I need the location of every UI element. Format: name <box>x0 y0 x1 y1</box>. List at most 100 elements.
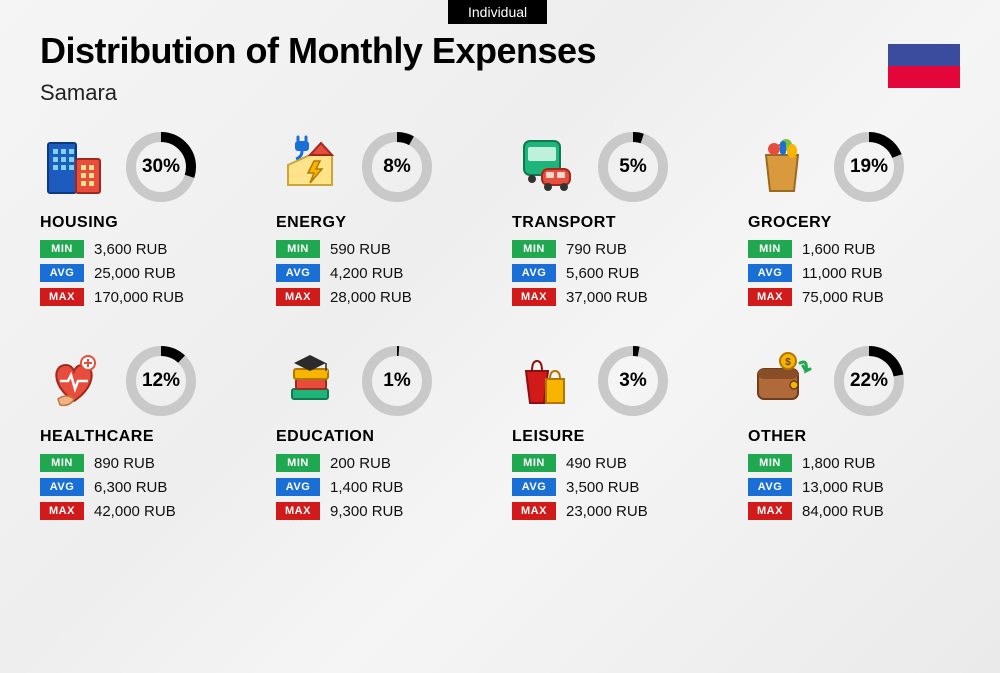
other-name: OTHER <box>748 428 960 446</box>
other-icon: $ <box>748 347 816 415</box>
other-donut: 22% <box>832 344 906 418</box>
other-min: 1,800 RUB <box>802 455 875 472</box>
min-badge: MIN <box>276 454 320 472</box>
leisure-percent: 3% <box>596 344 670 418</box>
other-percent: 22% <box>832 344 906 418</box>
card-grocery: 19% GROCERY MIN 1,600 RUB AVG 11,000 RUB… <box>748 130 960 312</box>
housing-icon <box>40 133 108 201</box>
transport-min: 790 RUB <box>566 241 627 258</box>
grocery-max: 75,000 RUB <box>802 289 884 306</box>
leisure-stats: MIN 490 RUB AVG 3,500 RUB MAX 23,000 RUB <box>512 454 724 520</box>
energy-min: 590 RUB <box>330 241 391 258</box>
flag-stripe-top <box>888 44 960 66</box>
card-leisure: 3% LEISURE MIN 490 RUB AVG 3,500 RUB MAX… <box>512 344 724 526</box>
housing-max: 170,000 RUB <box>94 289 184 306</box>
avg-badge: AVG <box>748 478 792 496</box>
grocery-icon <box>748 133 816 201</box>
education-icon <box>276 347 344 415</box>
other-max: 84,000 RUB <box>802 503 884 520</box>
education-stats: MIN 200 RUB AVG 1,400 RUB MAX 9,300 RUB <box>276 454 488 520</box>
min-badge: MIN <box>512 240 556 258</box>
housing-donut: 30% <box>124 130 198 204</box>
leisure-name: LEISURE <box>512 428 724 446</box>
card-energy: 8% ENERGY MIN 590 RUB AVG 4,200 RUB MAX … <box>276 130 488 312</box>
flag-stripe-bottom <box>888 66 960 88</box>
energy-max: 28,000 RUB <box>330 289 412 306</box>
transport-percent: 5% <box>596 130 670 204</box>
flag-icon <box>888 44 960 88</box>
card-healthcare: 12% HEALTHCARE MIN 890 RUB AVG 6,300 RUB… <box>40 344 252 526</box>
grocery-name: GROCERY <box>748 214 960 232</box>
transport-max: 37,000 RUB <box>566 289 648 306</box>
energy-name: ENERGY <box>276 214 488 232</box>
healthcare-name: HEALTHCARE <box>40 428 252 446</box>
avg-badge: AVG <box>276 478 320 496</box>
card-education: 1% EDUCATION MIN 200 RUB AVG 1,400 RUB M… <box>276 344 488 526</box>
card-transport: 5% TRANSPORT MIN 790 RUB AVG 5,600 RUB M… <box>512 130 724 312</box>
housing-stats: MIN 3,600 RUB AVG 25,000 RUB MAX 170,000… <box>40 240 252 306</box>
healthcare-icon <box>40 347 108 415</box>
min-badge: MIN <box>276 240 320 258</box>
housing-avg: 25,000 RUB <box>94 265 176 282</box>
page-title: Distribution of Monthly Expenses <box>40 30 596 72</box>
avg-badge: AVG <box>40 264 84 282</box>
max-badge: MAX <box>512 502 556 520</box>
categories-grid: 30% HOUSING MIN 3,600 RUB AVG 25,000 RUB… <box>40 130 960 526</box>
avg-badge: AVG <box>512 264 556 282</box>
healthcare-percent: 12% <box>124 344 198 418</box>
energy-donut: 8% <box>360 130 434 204</box>
min-badge: MIN <box>40 240 84 258</box>
education-donut: 1% <box>360 344 434 418</box>
energy-icon <box>276 133 344 201</box>
healthcare-max: 42,000 RUB <box>94 503 176 520</box>
transport-avg: 5,600 RUB <box>566 265 639 282</box>
leisure-avg: 3,500 RUB <box>566 479 639 496</box>
education-avg: 1,400 RUB <box>330 479 403 496</box>
grocery-min: 1,600 RUB <box>802 241 875 258</box>
transport-donut: 5% <box>596 130 670 204</box>
leisure-donut: 3% <box>596 344 670 418</box>
grocery-stats: MIN 1,600 RUB AVG 11,000 RUB MAX 75,000 … <box>748 240 960 306</box>
max-badge: MAX <box>40 502 84 520</box>
housing-min: 3,600 RUB <box>94 241 167 258</box>
transport-name: TRANSPORT <box>512 214 724 232</box>
transport-stats: MIN 790 RUB AVG 5,600 RUB MAX 37,000 RUB <box>512 240 724 306</box>
healthcare-donut: 12% <box>124 344 198 418</box>
city-subtitle: Samara <box>40 80 117 106</box>
healthcare-min: 890 RUB <box>94 455 155 472</box>
grocery-avg: 11,000 RUB <box>802 265 883 282</box>
energy-stats: MIN 590 RUB AVG 4,200 RUB MAX 28,000 RUB <box>276 240 488 306</box>
housing-name: HOUSING <box>40 214 252 232</box>
grocery-donut: 19% <box>832 130 906 204</box>
svg-text:$: $ <box>785 357 791 368</box>
education-min: 200 RUB <box>330 455 391 472</box>
max-badge: MAX <box>40 288 84 306</box>
min-badge: MIN <box>748 240 792 258</box>
avg-badge: AVG <box>40 478 84 496</box>
max-badge: MAX <box>512 288 556 306</box>
max-badge: MAX <box>748 502 792 520</box>
education-percent: 1% <box>360 344 434 418</box>
avg-badge: AVG <box>512 478 556 496</box>
leisure-min: 490 RUB <box>566 455 627 472</box>
max-badge: MAX <box>276 288 320 306</box>
healthcare-avg: 6,300 RUB <box>94 479 167 496</box>
other-stats: MIN 1,800 RUB AVG 13,000 RUB MAX 84,000 … <box>748 454 960 520</box>
avg-badge: AVG <box>748 264 792 282</box>
min-badge: MIN <box>748 454 792 472</box>
energy-percent: 8% <box>360 130 434 204</box>
housing-percent: 30% <box>124 130 198 204</box>
energy-avg: 4,200 RUB <box>330 265 403 282</box>
individual-tag: Individual <box>448 0 547 24</box>
leisure-max: 23,000 RUB <box>566 503 648 520</box>
grocery-percent: 19% <box>832 130 906 204</box>
card-other: $ 22% OTHER MIN 1,800 RUB AVG 13,000 RUB <box>748 344 960 526</box>
transport-icon <box>512 133 580 201</box>
card-housing: 30% HOUSING MIN 3,600 RUB AVG 25,000 RUB… <box>40 130 252 312</box>
max-badge: MAX <box>748 288 792 306</box>
min-badge: MIN <box>512 454 556 472</box>
min-badge: MIN <box>40 454 84 472</box>
education-name: EDUCATION <box>276 428 488 446</box>
avg-badge: AVG <box>276 264 320 282</box>
other-avg: 13,000 RUB <box>802 479 884 496</box>
